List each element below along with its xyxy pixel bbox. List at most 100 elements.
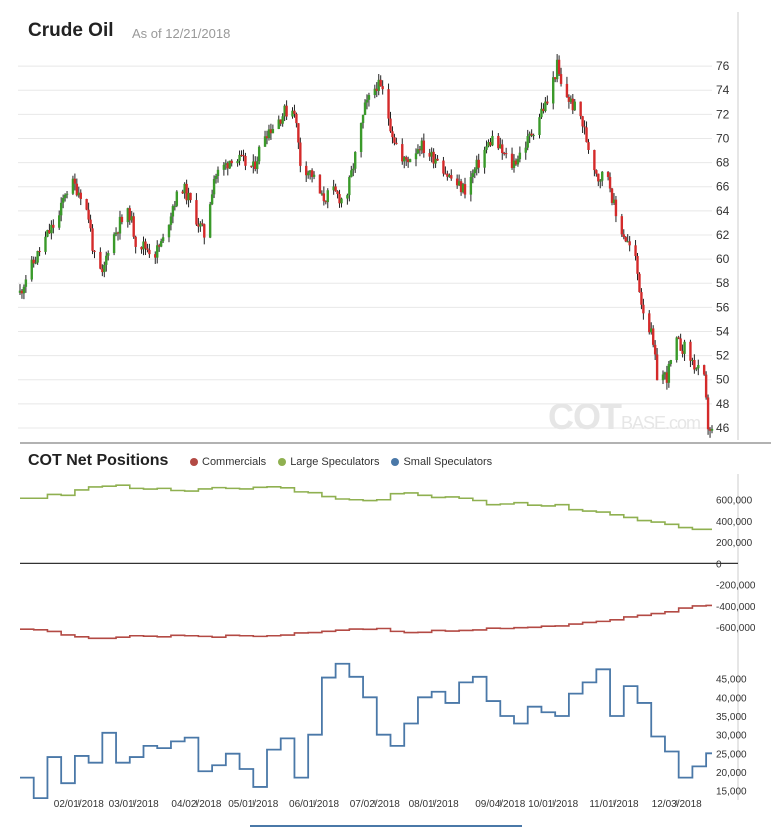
candle-body [265,136,269,139]
legend-item-small-speculators[interactable]: Small Speculators [391,456,492,468]
legend-item-commercials[interactable]: Commercials [190,456,266,468]
candle-body [683,341,686,354]
candle-body [295,113,298,124]
candle-body [457,181,461,186]
candle-body [387,89,390,119]
candle-body [636,256,639,274]
candle-body [628,241,631,246]
candle-body [46,230,49,237]
x-tick-label: 05/01/2018 [228,799,278,810]
candle-body [224,163,228,165]
candle-body [432,151,435,164]
candle-body [510,153,514,168]
candle-body [348,177,351,196]
candle-body [250,165,253,167]
candle-body [228,160,231,169]
candle-body [473,169,476,174]
candle-body [587,142,590,150]
candle-body [679,338,682,351]
cot-lower-y-tick: 30,000 [716,731,747,742]
price-y-tick: 68 [716,156,730,170]
candle-body [640,292,643,305]
candle-body [93,250,96,252]
cot-upper-y-tick: 200,000 [716,538,753,549]
x-tick-label: 08/01/2018 [409,799,459,810]
candle-body [524,147,527,153]
candle-body [555,59,559,80]
candle-body [542,108,545,111]
candle-body [128,208,131,221]
candle-body [214,175,218,179]
large-speculators-swatch [278,458,287,466]
candle-body [567,97,571,102]
x-tick-label: 09/04/2018 [475,799,525,810]
cot-upper-y-tick: 400,000 [716,517,753,528]
legend-item-large-speculators[interactable]: Large Speculators [278,456,379,468]
candle-body [118,216,122,234]
candle-body [130,216,133,221]
candle-body [655,354,659,381]
candle-body [418,149,422,151]
candle-body [697,365,700,369]
candle-body [442,160,445,174]
candle-body [599,180,602,182]
price-chart: 46 48 50 52 54 56 58 60 62 64 66 68 70 72 74 76 [18,12,771,444]
candle-body [708,429,712,431]
price-y-tick: 60 [716,252,730,266]
candle-body [30,259,33,280]
candle-body [444,173,447,175]
candle-body [538,117,541,136]
candle-body [514,160,518,165]
candle-body [38,250,41,252]
candle-body [140,246,143,250]
candle-body [187,192,190,201]
candle-body [240,154,243,156]
candle-body [36,250,39,263]
series-small-speculators [20,662,712,800]
candle-body [212,178,216,195]
candle-body [593,149,596,171]
candle-body [581,116,584,127]
candle-body [610,188,614,203]
candle-body [126,208,130,223]
candle-body [471,173,475,178]
x-tick-label: 12/03/2018 [652,799,702,810]
candle-body [393,137,396,143]
candle-body [585,127,588,143]
candle-body [710,428,714,431]
candle-body [518,152,522,160]
watermark-logo: COTBASE.com [548,396,701,438]
candle-body [363,102,367,115]
candle-body [693,360,696,370]
candle-body [477,159,480,168]
price-y-tick: 50 [716,373,730,387]
candle-body [322,193,326,202]
candle-body [161,237,165,242]
candle-body [497,135,500,149]
cot-lower-y-tick: 25,000 [716,749,747,760]
candle-body [105,255,108,265]
series-large-speculators [20,484,712,531]
candle-body [185,183,188,201]
candle-body [461,184,465,193]
candle-body [648,313,651,333]
candle-body [354,152,357,169]
candle-body [244,155,247,166]
candle-body [175,191,179,206]
x-tick-label: 11/01/2018 [589,799,639,810]
candle-body [516,159,520,165]
candle-body [365,99,369,103]
candle-body [334,186,337,192]
candle-body [159,241,163,247]
candle-body [22,286,26,294]
candle-body [579,101,582,117]
candle-body [391,131,394,138]
candle-body [552,77,555,104]
price-y-tick: 70 [716,131,730,145]
candle-body [61,197,65,203]
candle-body [475,159,478,170]
cot-upper-y-tick: 600,000 [716,496,753,507]
candle-body [281,116,284,124]
candle-body [361,114,365,124]
candle-body [99,251,102,269]
